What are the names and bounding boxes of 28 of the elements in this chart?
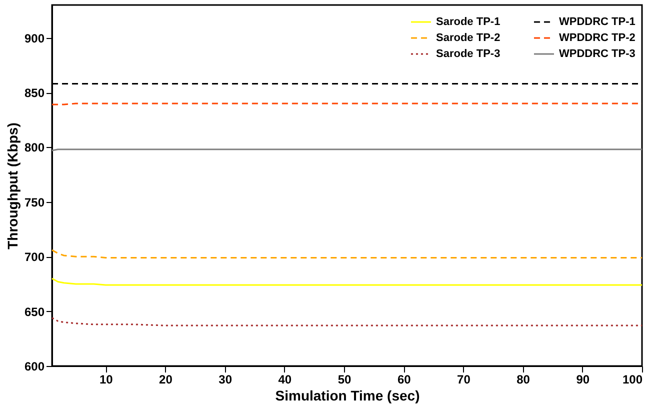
x-tick-label: 90 [576,372,590,386]
x-tick-label: 80 [516,372,530,386]
x-axis-title: Simulation Time (sec) [275,388,420,404]
x-tick-label: 50 [338,372,352,386]
line-series [51,278,643,286]
x-tick-label: 70 [457,372,471,386]
line-series [51,249,643,258]
y-tick-label: 800 [24,140,45,155]
line-series [51,317,643,326]
x-tick-label: 20 [159,372,173,386]
y-tick-label: 900 [24,31,45,46]
x-tick-label: 30 [218,372,232,386]
legend-label: WPDDRC TP-1 [559,16,636,28]
y-tick-label: 700 [24,250,45,264]
legend-label: WPDDRC TP-2 [559,32,636,44]
y-tick-label: 750 [24,195,45,210]
legend-label: WPDDRC TP-3 [559,48,636,60]
x-tick-label: 60 [397,372,412,386]
y-tick-label: 650 [24,304,45,319]
legend-label: Sarode TP-2 [436,32,500,44]
y-tick-label: 600 [24,360,45,374]
x-tick-label: 10 [99,372,114,386]
legend-label: Sarode TP-3 [436,48,500,60]
x-tick-label: 100 [622,372,643,386]
y-axis-title: Throughput (Kbps) [4,122,20,250]
legend-label: Sarode TP-1 [436,16,500,28]
x-tick-label: 40 [278,372,292,386]
y-tick-label: 850 [24,86,45,100]
